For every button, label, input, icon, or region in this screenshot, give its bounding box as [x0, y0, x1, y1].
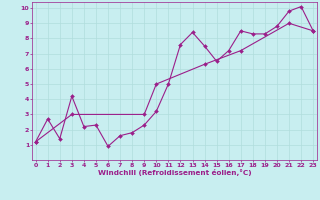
X-axis label: Windchill (Refroidissement éolien,°C): Windchill (Refroidissement éolien,°C) — [98, 169, 251, 176]
